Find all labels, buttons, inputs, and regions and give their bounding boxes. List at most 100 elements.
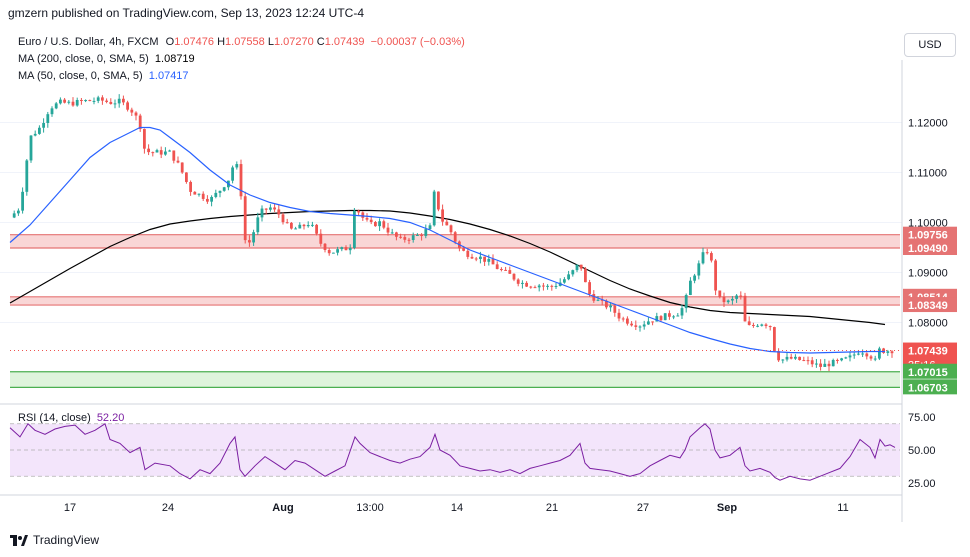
candle-body (504, 269, 507, 271)
candle-body (798, 356, 801, 361)
candle-body (147, 148, 150, 153)
candle-body (151, 152, 155, 154)
candle-body (773, 327, 776, 352)
rsi-axis: 75.00 50.00 25.00 (908, 412, 936, 490)
candle-body (462, 248, 465, 251)
open-label: O (165, 36, 175, 48)
time-tick-label: Sep (717, 502, 737, 514)
zone-label: 1.06703 (908, 382, 948, 394)
candle-body (852, 354, 856, 356)
candle-body (294, 228, 297, 230)
candle-body (747, 321, 751, 325)
time-tick-label: 17 (64, 502, 76, 514)
candle-body (479, 256, 482, 260)
candle-body (689, 280, 692, 296)
ma50-legend: MA (50, close, 0, SMA, 5) 1.07417 (18, 70, 189, 82)
candle-body (298, 224, 302, 229)
footer-brand-text: TradingView (33, 533, 100, 547)
candle-body (386, 227, 390, 233)
candle-body (542, 285, 545, 287)
candle-body (101, 97, 104, 101)
candle-body (882, 348, 885, 353)
candle-body (617, 312, 621, 319)
candle-body (113, 103, 117, 105)
candle-body (432, 191, 436, 226)
zone-resistance-lower (10, 296, 900, 306)
candle-body (264, 208, 268, 210)
price-tick-label: 1.11000 (908, 168, 947, 180)
low-value: 1.07270 (273, 36, 314, 48)
candle-body (12, 213, 16, 218)
candle-body (806, 360, 810, 362)
candle-body (374, 222, 377, 227)
candle-body (525, 282, 528, 287)
candle-body (164, 151, 167, 155)
symbol-legend: Euro / U.S. Dollar, 4h, FXCM O1.07476 H1… (18, 36, 465, 48)
candle-body (848, 355, 852, 358)
candle-body (802, 360, 806, 362)
candle-body (369, 219, 373, 223)
candle-body (827, 363, 831, 367)
candle-body (214, 192, 218, 197)
candle-body (390, 232, 394, 234)
candle-body (281, 214, 285, 223)
high-label: H (217, 36, 226, 48)
candle-body (701, 252, 705, 264)
candle-body (29, 135, 33, 161)
time-tick-label: 27 (637, 502, 649, 514)
candle-body (206, 198, 209, 202)
candle-body (508, 270, 512, 274)
time-tick-label: 11 (837, 502, 848, 514)
candle-body (626, 318, 629, 324)
candle-body (180, 162, 184, 173)
candle-body (554, 285, 558, 287)
candle-body (516, 279, 520, 284)
candle-body (399, 236, 402, 238)
candle-body (592, 294, 596, 301)
price-tick-label: 1.12000 (908, 118, 948, 130)
candle-body (239, 164, 243, 197)
candle-body (189, 181, 192, 192)
candle-body (584, 268, 587, 283)
time-axis: 17 24 Aug 13:00 14 21 27 Sep 11 (64, 502, 849, 514)
candle-body (361, 212, 365, 218)
zone-label: 1.08349 (908, 300, 948, 312)
candle-body (550, 285, 554, 287)
candle-body (453, 232, 457, 242)
candle-body (638, 326, 642, 328)
candle-body (470, 256, 474, 259)
candle-body (579, 264, 583, 269)
candle-body (231, 167, 234, 181)
currency-button[interactable]: USD (904, 33, 956, 57)
candle-body (344, 247, 348, 251)
zone-label-bg (903, 379, 957, 395)
price-grid (0, 122, 902, 323)
candle-body (172, 150, 176, 161)
candle-body (54, 103, 58, 109)
candle-body (122, 98, 125, 103)
high-value: 1.07558 (225, 36, 265, 48)
candle-body (500, 269, 503, 271)
candle-body (197, 193, 201, 195)
candle-body (823, 363, 827, 367)
candle-body (668, 313, 671, 317)
candle-body (474, 258, 478, 260)
candle-body (537, 285, 541, 288)
candle-body (718, 290, 722, 297)
candle-body (861, 353, 864, 355)
candle-body (21, 191, 24, 211)
candle-body (84, 100, 87, 102)
candle-body (449, 225, 453, 233)
candle-body (92, 100, 96, 102)
candle-body (348, 247, 352, 251)
rsi-tick-label: 50.00 (908, 445, 936, 457)
candle-body (117, 98, 121, 104)
ma200-line (9, 209, 886, 326)
ma50-line (9, 126, 885, 354)
zone-label: 1.09490 (908, 243, 948, 255)
candle-body (193, 191, 197, 195)
candle-body (890, 351, 894, 354)
candle-body (710, 253, 713, 261)
zone-label: 1.07015 (908, 367, 948, 379)
